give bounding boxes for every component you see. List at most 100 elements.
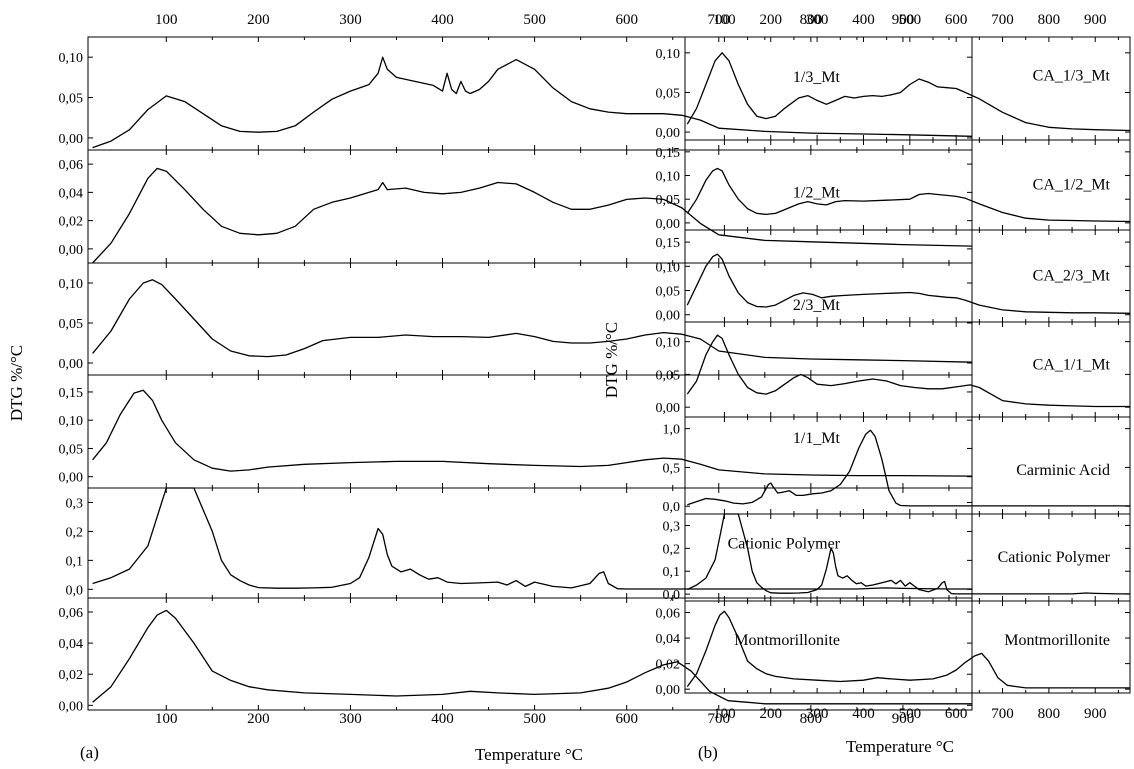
panel-6: 0,00 0,02 0,04 0,06 Montmorillonite [59, 597, 973, 714]
x-tick-label-top-700: 700 [708, 12, 731, 28]
x-tick-label-top-400: 400 [431, 12, 454, 28]
sample-label: CA_1/2_Mt [1033, 177, 1111, 194]
y-tick-label: 0,10 [656, 47, 681, 62]
sample-label: Montmorillonite [734, 632, 840, 649]
x-tick-label-top-200: 200 [760, 12, 783, 28]
sample-label: 1/1_Mt [793, 430, 841, 447]
dtg-curve-3 [686, 253, 1131, 314]
y-tick-label: 0,05 [656, 285, 681, 300]
chart-b: 100 100 200 200 300 300 400 400 500 500 600 600 700 7… [602, 12, 1131, 762]
sample-label: CA_1/3_Mt [1033, 67, 1111, 84]
x-tick-label-bottom-800: 800 [1038, 706, 1061, 722]
x-tick-label-top-600: 600 [615, 12, 638, 28]
y-tick-label: 0,05 [59, 442, 84, 457]
x-tick-label-top-700: 700 [991, 12, 1014, 28]
dtg-curve-5 [687, 429, 1130, 507]
y-tick-label: 0,00 [656, 683, 681, 698]
sample-label: Cationic Polymer [728, 536, 841, 553]
y-tick-label: 0,3 [663, 519, 681, 534]
y-tick-label: 0,02 [59, 668, 84, 683]
y-tick-label: 0,00 [656, 309, 681, 324]
dtg-curve-2 [92, 167, 973, 264]
y-tick-label: 0,00 [59, 471, 84, 486]
x-tick-label-top-200: 200 [247, 12, 270, 28]
y-tick-label: 0,06 [59, 606, 84, 621]
panel-3: 0,00 0,05 0,10 2/3_Mt [59, 262, 973, 376]
panel-5: 0,0 0,5 1,0 Carminic Acid [663, 416, 1131, 515]
y-tick-label: 0,05 [656, 368, 681, 383]
y-tick-label: 0,2 [66, 525, 84, 540]
panel-frame [87, 149, 973, 264]
y-tick-label: 0,10 [656, 336, 681, 351]
x-tick-label-bottom-900: 900 [892, 711, 915, 727]
y-tick-label: 0,10 [59, 414, 84, 429]
panel-frame [87, 597, 973, 711]
x-tick-label-top-900: 900 [892, 12, 915, 28]
y-tick-label: 0,00 [59, 699, 84, 714]
y-tick-label: 0,02 [59, 215, 84, 230]
panel-2: 0,00 0,02 0,04 0,06 1/2_Mt [59, 149, 973, 264]
panel-frame [684, 36, 1131, 141]
x-tick-label-bottom-500: 500 [523, 711, 546, 727]
y-tick-label: 0,04 [59, 637, 84, 652]
y-tick-label: 0,15 [656, 146, 681, 161]
y-tick-label: 0,00 [656, 401, 681, 416]
x-tick-label-top-800: 800 [800, 12, 823, 28]
x-tick-label-top-500: 500 [899, 12, 922, 28]
y-tick-label: 0,15 [59, 386, 84, 401]
x-tick-label-top-900: 900 [1084, 12, 1107, 28]
dtg-curve-1 [92, 56, 973, 149]
y-tick-label: 0,05 [656, 86, 681, 101]
x-tick-label-bottom-100: 100 [155, 711, 178, 727]
panel-frame [684, 600, 1131, 694]
y-tick-label: 0,06 [656, 607, 681, 622]
x-tick-label-top-300: 300 [806, 12, 829, 28]
x-tick-label-bottom-100: 100 [713, 706, 736, 722]
y-tick-label: 0,10 [656, 170, 681, 185]
sample-label: Montmorillonite [1004, 632, 1110, 649]
y-tick-label: 0,1 [663, 565, 681, 580]
x-tick-label-bottom-400: 400 [852, 706, 875, 722]
y-tick-label: 0,04 [656, 632, 681, 647]
y-tick-label: 0,0 [663, 500, 681, 515]
y-tick-label: 0,00 [656, 126, 681, 141]
dtg-curve-4 [686, 334, 1130, 408]
x-tick-label-bottom-400: 400 [431, 711, 454, 727]
y-tick-label: 0,06 [59, 158, 84, 173]
chart-a: 100 100 200 200 300 300 400 400 500 500 600 600 700 7… [7, 12, 973, 764]
y-tick-label: 1,0 [663, 423, 681, 438]
sample-label: 1/2_Mt [793, 184, 841, 201]
x-tick-label-bottom-500: 500 [899, 706, 922, 722]
y-tick-label: 0,10 [656, 260, 681, 275]
y-tick-label: 0,10 [59, 51, 84, 66]
y-tick-label: 0,3 [66, 496, 84, 511]
y-tick-label: 0,05 [59, 317, 84, 332]
dtg-curve-6 [687, 513, 1130, 595]
dtg-curve-7 [686, 610, 1130, 689]
figure-letter: (b) [698, 743, 718, 762]
panel-4: 0,00 0,05 0,10 CA_1/1_Mt [656, 321, 1131, 418]
panel-6: 0,0 0,1 0,2 0,3 Cationic Polymer [663, 513, 1131, 603]
y-tick-label: 0,2 [663, 542, 681, 557]
y-tick-label: 0,04 [59, 186, 84, 201]
x-axis-title: Temperature °C [475, 745, 583, 764]
y-tick-label: 0,05 [59, 92, 84, 107]
panel-1: 0,00 0,05 0,10 CA_1/3_Mt [656, 36, 1131, 141]
x-tick-label-top-800: 800 [1038, 12, 1061, 28]
sample-label: Carminic Acid [1016, 462, 1110, 479]
x-tick-label-bottom-700: 700 [991, 706, 1014, 722]
y-tick-label: 0,0 [663, 588, 681, 603]
x-tick-label-top-500: 500 [523, 12, 546, 28]
sample-label: 2/3_Mt [793, 297, 841, 314]
y-axis-title: DTG %/°C [602, 322, 621, 398]
sample-label: CA_1/1_Mt [1033, 357, 1111, 374]
x-tick-label-bottom-800: 800 [800, 711, 823, 727]
dtg-curve-6 [92, 609, 972, 705]
panel-4: 0,00 0,05 0,10 0,15 1/1_Mt [59, 374, 973, 489]
x-tick-label-top-400: 400 [852, 12, 875, 28]
sample-label: CA_2/3_Mt [1033, 268, 1111, 285]
y-tick-label: 0,00 [59, 132, 84, 147]
x-tick-label-top-600: 600 [945, 12, 968, 28]
dtg-curve-3 [92, 279, 973, 363]
